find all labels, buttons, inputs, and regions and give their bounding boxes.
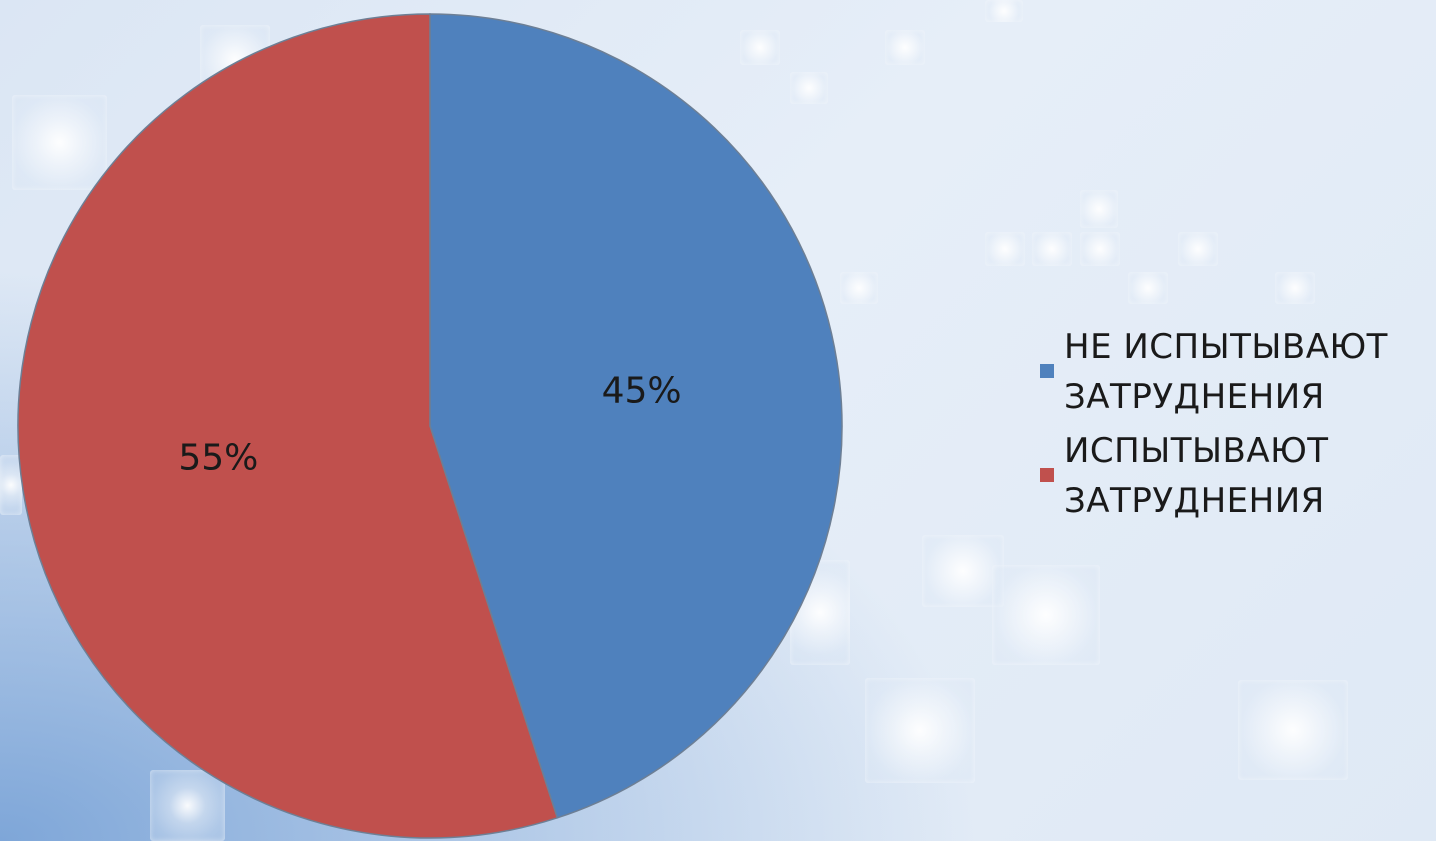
background-tile — [1275, 272, 1315, 304]
pie-slices — [17, 13, 843, 839]
legend-item-not-experiencing-difficulty: НЕ ИСПЫТЫВАЮТ ЗАТРУДНЕНИЯ — [1038, 322, 1436, 422]
legend-swatch-blue — [1040, 364, 1054, 378]
pie-data-label-1: 45% — [602, 370, 682, 411]
legend-item-experiencing-difficulty: ИСПЫТЫВАЮТ ЗАТРУДНЕНИЯ — [1038, 426, 1436, 526]
background-tile — [150, 770, 225, 841]
background-tile — [865, 678, 975, 783]
background-tile — [1178, 232, 1218, 266]
chart-legend: НЕ ИСПЫТЫВАЮТ ЗАТРУДНЕНИЯ ИСПЫТЫВАЮТ ЗАТ… — [1038, 322, 1436, 530]
background-tile — [1128, 272, 1168, 304]
background-tile — [1238, 680, 1348, 780]
pie-data-label-2: 55% — [178, 438, 258, 479]
background-tile — [985, 0, 1023, 22]
background-tile — [840, 272, 878, 304]
legend-label: НЕ ИСПЫТЫВАЮТ ЗАТРУДНЕНИЯ — [1064, 327, 1388, 417]
pie-slice-2 — [17, 13, 559, 839]
background-tile — [922, 535, 1004, 607]
background-tile — [985, 232, 1025, 266]
background-tile — [1080, 190, 1118, 228]
background-tile — [12, 95, 107, 190]
background-tile — [1032, 232, 1072, 266]
background-tile — [1080, 232, 1120, 266]
legend-label: ИСПЫТЫВАЮТ ЗАТРУДНЕНИЯ — [1064, 431, 1329, 521]
background-tile — [740, 30, 780, 65]
background-tile — [0, 455, 22, 515]
pie-slice-1 — [429, 13, 843, 819]
background-tile — [992, 565, 1100, 665]
legend-swatch-red — [1040, 468, 1054, 482]
background-tile — [790, 72, 828, 104]
background-tile — [885, 30, 925, 65]
pie-data-labels: 45% 55% — [178, 370, 681, 478]
